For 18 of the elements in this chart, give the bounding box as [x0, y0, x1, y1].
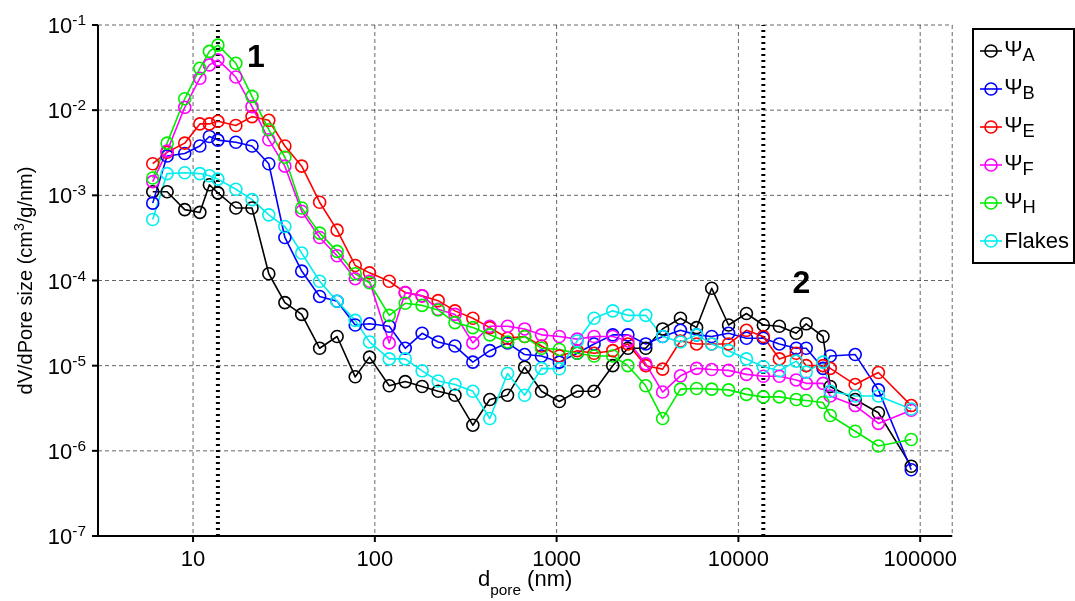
x-tick-label: 100	[356, 546, 394, 571]
legend-label: Ψ$_{A}$	[1004, 35, 1035, 67]
y-tick-label: 10$^{-1}$	[47, 10, 86, 38]
y-tick-label: 10$^{-4}$	[47, 266, 87, 294]
y-tick-label: 10$^{-7}$	[47, 521, 86, 549]
legend-label: Flakes	[1004, 228, 1069, 254]
y-tick-label: 10$^{-5}$	[47, 351, 86, 379]
legend-label: Ψ$_{E}$	[1004, 111, 1035, 143]
x-tick-label: 10000	[707, 546, 769, 571]
legend-label: Ψ$_{H}$	[1004, 187, 1036, 219]
x-tick-label: 10	[180, 546, 206, 571]
y-tick-label: 10$^{-3}$	[47, 180, 86, 209]
legend-label: Ψ$_{B}$	[1004, 73, 1035, 105]
legend-label: Ψ$_{F}$	[1004, 149, 1034, 181]
x-tick-label: 100000	[883, 546, 957, 571]
y-tick-label: 10$^{-2}$	[47, 95, 86, 124]
annotation: 1	[247, 38, 265, 74]
y-tick-label: 10$^{-6}$	[47, 436, 86, 464]
